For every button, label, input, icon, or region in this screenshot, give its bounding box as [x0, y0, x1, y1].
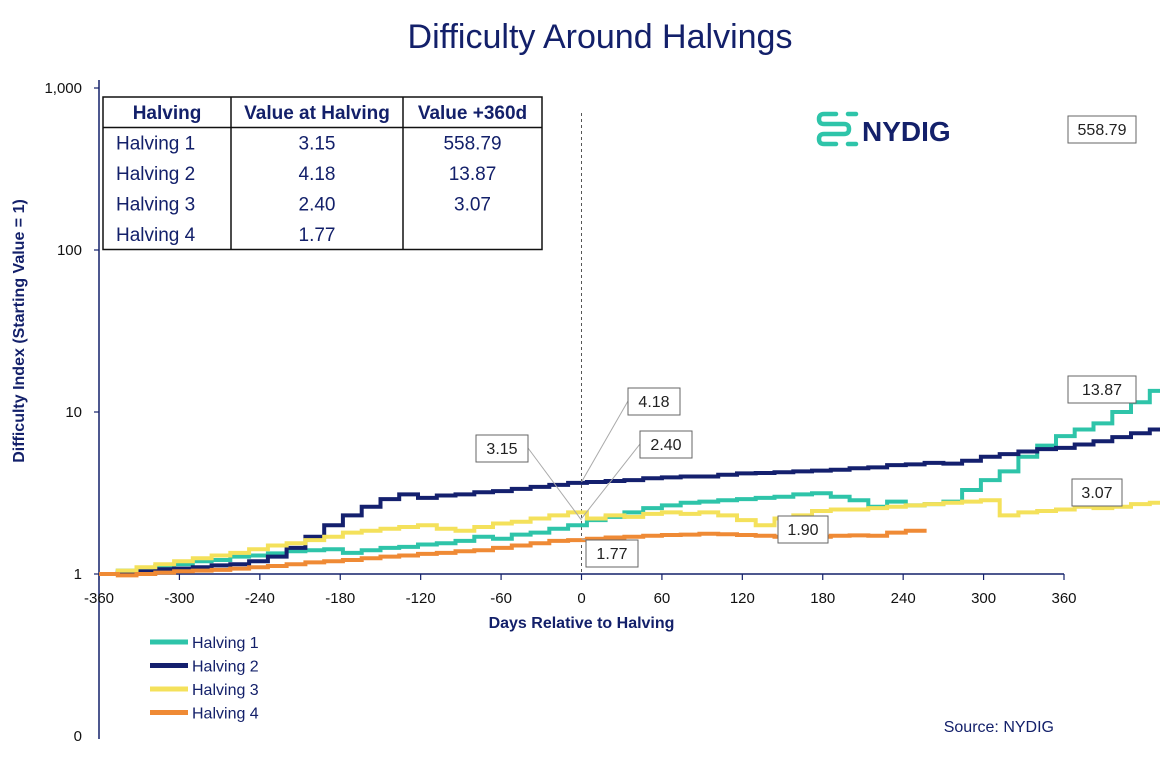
table-cell: 1.77	[299, 225, 336, 246]
table-cell: 558.79	[443, 134, 501, 155]
nydig-logo: NYDIG	[816, 111, 951, 147]
x-axis-title: Days Relative to Halving	[489, 615, 675, 632]
callout-label: 2.40	[650, 437, 681, 454]
x-tick-label: 120	[730, 590, 755, 607]
legend-entry: Halving 3	[192, 682, 259, 699]
end-label-halving-3: 3.07	[1081, 485, 1112, 502]
table-header-cell: Halving	[133, 103, 202, 124]
x-tick-label: 180	[810, 590, 835, 607]
end-label-halving-1-box	[1067, 115, 1137, 144]
end-label-halving-1: 558.79	[1078, 122, 1127, 139]
y-axis-title: Difficulty Index (Starting Value = 1)	[11, 199, 28, 463]
series-line-halving-3	[99, 498, 1160, 576]
nydig-logo-icon	[816, 111, 859, 147]
x-tick-label: 360	[1051, 590, 1076, 607]
table-cell: 3.15	[299, 134, 336, 155]
table-cell: 3.07	[454, 195, 491, 216]
x-tick-label: -300	[164, 590, 194, 607]
end-label-halving-2-box	[1067, 375, 1137, 404]
callout-label-box	[639, 430, 693, 459]
series-line-halving-1	[99, 388, 1160, 576]
legend: Halving 1 Halving 2 Halving 3 Halving 4	[150, 635, 259, 723]
x-tick-label: 0	[577, 590, 585, 607]
legend-entry: Halving 1	[192, 635, 259, 652]
end-label-halving-4: 1.90	[787, 522, 818, 539]
table-cell: Halving 2	[116, 164, 195, 185]
table-cell: Halving 3	[116, 195, 195, 216]
table-cell: 4.18	[299, 164, 336, 185]
end-label-halving-2: 13.87	[1082, 382, 1122, 399]
y-tick-label: 10	[65, 404, 82, 421]
axes: -360 -300 -240 -180 -120 -60 0 60 120 180 240 300 36…	[11, 80, 1077, 745]
x-tick-label: 60	[654, 590, 671, 607]
source-note: Source: NYDIG	[944, 719, 1054, 736]
nydig-logo-text: NYDIG	[862, 116, 951, 147]
x-tick-label: 240	[891, 590, 916, 607]
table-cell: 2.40	[299, 195, 336, 216]
x-tick-label: -180	[325, 590, 355, 607]
callout-label-box	[585, 539, 639, 568]
table-header-cell: Value at Halving	[244, 103, 390, 124]
end-label-halving-4-box	[777, 515, 829, 544]
callout-leader	[581, 538, 587, 541]
y-tick-label: 0	[74, 728, 82, 745]
x-tick-label: -120	[406, 590, 436, 607]
y-tick-label: 100	[57, 242, 82, 259]
table-frame	[102, 96, 543, 251]
legend-entry: Halving 4	[192, 706, 259, 723]
callout-leader	[527, 447, 582, 521]
x-tick-label: -240	[245, 590, 275, 607]
y-tick-label: 1	[74, 566, 82, 583]
data-labels: 558.79 13.87 3.07 1.90 3.15 4.18 2.40 1.77	[475, 115, 1137, 568]
x-tick-label: -60	[490, 590, 512, 607]
table-cell: Halving 4	[116, 225, 196, 246]
x-tick-label: -360	[84, 590, 114, 607]
series-line-halving-2	[99, 427, 1160, 576]
end-label-halving-3-box	[1071, 478, 1123, 507]
y-tick-label: 1,000	[44, 80, 82, 97]
callout-leader	[581, 400, 629, 483]
callout-label-box	[627, 387, 681, 416]
legend-entry: Halving 2	[192, 659, 259, 676]
callout-label-box	[475, 434, 529, 463]
x-tick-label: 300	[971, 590, 996, 607]
table-cell: 13.87	[449, 164, 497, 185]
summary-table: Halving Value at Halving Value +360d Halvin…	[102, 96, 543, 251]
table-header-cell: Value +360d	[418, 103, 527, 124]
callout-label: 4.18	[638, 394, 669, 411]
callout-leader	[581, 443, 641, 519]
callout-label: 3.15	[486, 441, 517, 458]
chart-title: Difficulty Around Halvings	[408, 18, 793, 56]
callout-label: 1.77	[596, 546, 627, 563]
table-cell: Halving 1	[116, 134, 195, 155]
